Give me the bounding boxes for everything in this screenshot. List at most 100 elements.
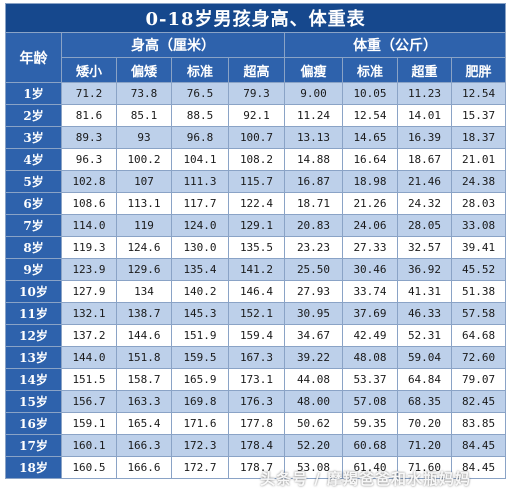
weight-cell: 18.67	[397, 148, 452, 171]
weight-cell: 82.45	[450, 390, 507, 413]
table-row: 6岁 108.6 113.1 117.7 122.4 18.71 21.26 24.32 28.…	[5, 192, 507, 215]
height-cell: 178.4	[228, 434, 285, 457]
height-cell: 124.6	[116, 236, 172, 259]
height-cell: 169.8	[171, 390, 229, 413]
height-cell: 93	[116, 126, 172, 149]
height-cell: 89.3	[61, 126, 117, 149]
height-cell: 146.4	[228, 280, 285, 303]
weight-cell: 13.13	[284, 126, 343, 149]
weight-cell: 52.31	[397, 324, 452, 347]
weight-cell: 36.92	[397, 258, 452, 281]
table-row: 2岁 81.6 85.1 88.5 92.1 11.24 12.54 14.01 15.37	[5, 104, 507, 127]
height-cell: 115.7	[228, 170, 285, 193]
height-cell: 158.7	[116, 368, 172, 391]
age-cell: 14岁	[5, 368, 62, 391]
age-cell: 17岁	[5, 434, 62, 457]
age-cell: 12岁	[5, 324, 62, 347]
weight-cell: 32.57	[397, 236, 452, 259]
table-row: 3岁 89.3 93 96.8 100.7 13.13 14.65 16.39 18.37	[5, 126, 507, 149]
height-cell: 172.3	[171, 434, 229, 457]
height-weight-table-wrapper: 0-18岁男孩身高、体重表 年龄 身高（厘米） 体重（公斤） 矮小 偏矮 标准 …	[4, 3, 507, 497]
age-cell: 11岁	[5, 302, 62, 325]
weight-cell: 34.67	[284, 324, 343, 347]
height-cell: 166.3	[116, 434, 172, 457]
weight-cell: 53.08	[284, 456, 343, 479]
weight-col-thin: 偏瘦	[284, 57, 343, 83]
height-col-short: 矮小	[61, 57, 117, 83]
watermark-text: 头条号 / 摩羯爸爸和水瓶妈妈	[260, 470, 471, 488]
weight-cell: 68.35	[397, 390, 452, 413]
weight-cell: 48.08	[342, 346, 398, 369]
height-weight-table: 0-18岁男孩身高、体重表 年龄 身高（厘米） 体重（公斤） 矮小 偏矮 标准 …	[4, 3, 507, 479]
height-cell: 124.0	[171, 214, 229, 237]
height-cell: 129.6	[116, 258, 172, 281]
weight-cell: 79.07	[450, 368, 507, 391]
height-cell: 113.1	[116, 192, 172, 215]
weight-cell: 42.49	[342, 324, 398, 347]
age-cell: 6岁	[5, 192, 62, 215]
weight-cell: 64.68	[450, 324, 507, 347]
height-cell: 171.6	[171, 412, 229, 435]
weight-cell: 30.95	[284, 302, 343, 325]
table-row: 11岁 132.1 138.7 145.3 152.1 30.95 37.69 46.33 57…	[5, 302, 507, 325]
height-cell: 167.3	[228, 346, 285, 369]
weight-cell: 10.05	[342, 82, 398, 105]
height-cell: 159.1	[61, 412, 117, 435]
height-col-standard: 标准	[171, 57, 229, 83]
weight-cell: 21.46	[397, 170, 452, 193]
height-cell: 96.3	[61, 148, 117, 171]
weight-cell: 23.23	[284, 236, 343, 259]
age-cell: 3岁	[5, 126, 62, 149]
weight-cell: 24.38	[450, 170, 507, 193]
weight-cell: 28.03	[450, 192, 507, 215]
height-cell: 119	[116, 214, 172, 237]
height-cell: 81.6	[61, 104, 117, 127]
weight-cell: 12.54	[450, 82, 507, 105]
age-cell: 13岁	[5, 346, 62, 369]
weight-cell: 18.98	[342, 170, 398, 193]
weight-cell: 84.45	[450, 456, 507, 479]
height-cell: 165.4	[116, 412, 172, 435]
weight-col-obese: 肥胖	[450, 57, 507, 83]
height-cell: 108.6	[61, 192, 117, 215]
height-cell: 172.7	[171, 456, 229, 479]
weight-cell: 16.39	[397, 126, 452, 149]
age-cell: 4岁	[5, 148, 62, 171]
weight-cell: 45.52	[450, 258, 507, 281]
age-cell: 1岁	[5, 82, 62, 105]
weight-cell: 27.93	[284, 280, 343, 303]
table-row: 16岁 159.1 165.4 171.6 177.8 50.62 59.35 70.20 83…	[5, 412, 507, 435]
height-cell: 178.7	[228, 456, 285, 479]
height-cell: 173.1	[228, 368, 285, 391]
weight-cell: 48.00	[284, 390, 343, 413]
weight-cell: 18.71	[284, 192, 343, 215]
height-cell: 100.2	[116, 148, 172, 171]
weight-cell: 50.62	[284, 412, 343, 435]
table-row: 15岁 156.7 163.3 169.8 176.3 48.00 57.08 68.35 82…	[5, 390, 507, 413]
weight-cell: 16.87	[284, 170, 343, 193]
weight-cell: 39.22	[284, 346, 343, 369]
table-row: 13岁 144.0 151.8 159.5 167.3 39.22 48.08 59.04 72…	[5, 346, 507, 369]
height-cell: 151.5	[61, 368, 117, 391]
table-body: 1岁 71.2 73.8 76.5 79.3 9.00 10.05 11.23 12.54 2岁 8…	[5, 82, 507, 479]
height-cell: 145.3	[171, 302, 229, 325]
height-cell: 135.4	[171, 258, 229, 281]
height-cell: 140.2	[171, 280, 229, 303]
height-cell: 144.6	[116, 324, 172, 347]
height-cell: 96.8	[171, 126, 229, 149]
height-cell: 160.1	[61, 434, 117, 457]
weight-cell: 51.38	[450, 280, 507, 303]
height-cell: 85.1	[116, 104, 172, 127]
height-cell: 163.3	[116, 390, 172, 413]
height-cell: 73.8	[116, 82, 172, 105]
weight-cell: 83.85	[450, 412, 507, 435]
weight-cell: 72.60	[450, 346, 507, 369]
table-row: 18岁 160.5 166.6 172.7 178.7 53.08 61.40 71.60 84…	[5, 456, 507, 479]
age-cell: 5岁	[5, 170, 62, 193]
height-cell: 100.7	[228, 126, 285, 149]
weight-cell: 30.46	[342, 258, 398, 281]
height-cell: 117.7	[171, 192, 229, 215]
table-row: 17岁 160.1 166.3 172.3 178.4 52.20 60.68 71.20 84…	[5, 434, 507, 457]
height-cell: 159.5	[171, 346, 229, 369]
height-cell: 160.5	[61, 456, 117, 479]
